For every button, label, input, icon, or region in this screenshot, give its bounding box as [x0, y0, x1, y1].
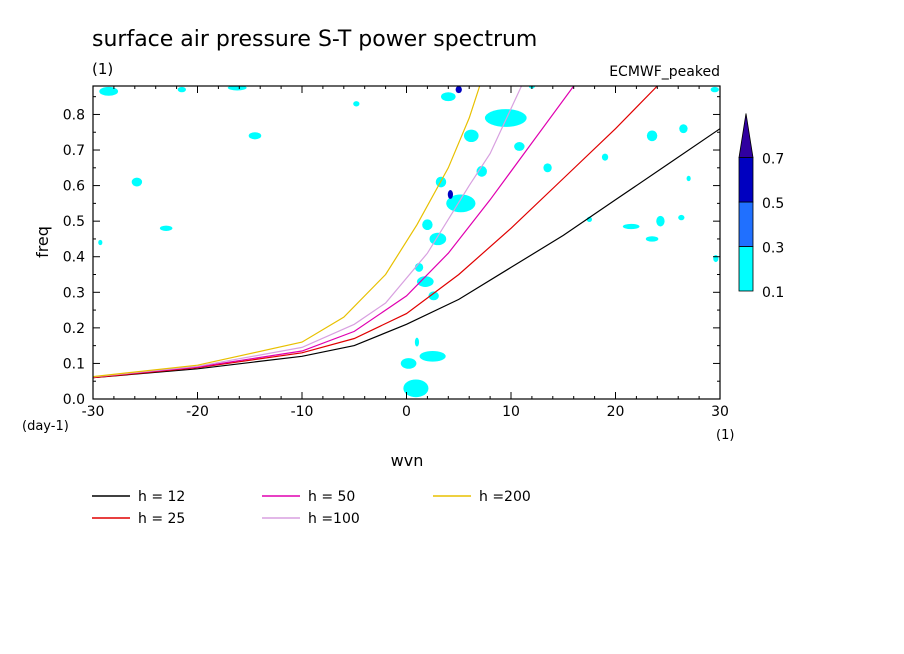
contour-blob	[645, 236, 659, 242]
y-unit-label: (day-1)	[22, 419, 69, 434]
x-tick-label: 20	[607, 404, 625, 420]
contour-fill	[98, 86, 719, 398]
contour-blob	[419, 350, 446, 362]
contour-blob-high	[447, 190, 454, 199]
contour-blob	[131, 177, 143, 187]
x-axis: -30 -20 -10 0 10 20 30	[82, 86, 729, 420]
contour-blob	[159, 225, 173, 231]
legend-label: h =100	[308, 511, 360, 527]
series-line	[93, 86, 575, 378]
x-tick-label: -20	[186, 404, 209, 420]
y-tick-label: 0.0	[63, 392, 85, 408]
contour-blob	[416, 276, 434, 287]
contour-blob	[446, 194, 476, 213]
contour-blob	[514, 142, 525, 151]
contour-blob	[440, 92, 456, 102]
x-tick-label: 10	[502, 404, 520, 420]
colorbar-label: 0.5	[762, 196, 784, 212]
contour-blob	[422, 219, 433, 231]
colorbar: 0.1 0.3 0.5 0.7	[738, 113, 784, 301]
contour-blob	[543, 163, 552, 173]
y-tick-label: 0.1	[63, 356, 85, 372]
contour-blob	[713, 254, 719, 263]
x-tick-label: -10	[291, 404, 314, 420]
x-tick-label: -30	[82, 404, 105, 420]
y-tick-label: 0.6	[63, 179, 85, 195]
dispersion-curves	[93, 86, 720, 379]
legend: h = 12 h = 25 h = 50 h =100 h =200	[92, 489, 531, 527]
contour-blob	[678, 214, 685, 221]
colorbar-label: 0.1	[762, 285, 784, 301]
y-axis-label: freq	[33, 226, 52, 258]
series-line	[93, 128, 720, 379]
contour-blob	[679, 124, 688, 134]
y-tick-label: 0.5	[63, 214, 85, 230]
contour-blob	[428, 291, 439, 301]
contour-blob	[622, 223, 640, 230]
legend-label: h =200	[479, 489, 531, 505]
plot-frame	[92, 85, 721, 400]
contour-blob	[98, 239, 103, 246]
contour-blob	[353, 101, 360, 107]
series-line	[93, 86, 658, 379]
contour-blob-high	[455, 86, 462, 94]
contour-blob	[429, 232, 447, 246]
colorbar-segment	[738, 201, 754, 247]
legend-label: h = 12	[138, 489, 185, 505]
chart-subtitle-right: ECMWF_peaked	[609, 64, 720, 80]
x-unit-label: (1)	[716, 428, 734, 443]
x-tick-label: 30	[711, 404, 729, 420]
contour-blob	[710, 86, 719, 93]
contour-blob	[400, 358, 417, 369]
y-tick-label: 0.8	[63, 107, 85, 123]
contour-blob	[227, 86, 247, 91]
contour-blob	[99, 86, 119, 96]
contour-blob	[463, 129, 479, 143]
chart-title: surface air pressure S-T power spectrum	[92, 27, 537, 52]
colorbar-label: 0.7	[762, 152, 784, 168]
series-line	[93, 86, 523, 378]
y-tick-label: 0.4	[63, 250, 85, 266]
contour-blob	[686, 175, 691, 182]
legend-label: h = 50	[308, 489, 355, 505]
contour-blob	[656, 215, 665, 227]
contour-blob	[646, 130, 658, 142]
x-tick-label: 0	[402, 404, 411, 420]
legend-label: h = 25	[138, 511, 185, 527]
x-axis-label: wvn	[391, 451, 424, 470]
colorbar-arrow	[738, 113, 754, 158]
contour-blob	[414, 337, 420, 347]
colorbar-label: 0.3	[762, 241, 784, 257]
contour-blob	[476, 166, 487, 177]
contour-blob	[248, 132, 262, 140]
y-axis: 0.0 0.1 0.2 0.3 0.4 0.5 0.6 0.7 0.8	[63, 96, 720, 408]
y-tick-label: 0.7	[63, 143, 85, 159]
contour-blob	[403, 379, 429, 398]
colorbar-segment	[738, 157, 754, 203]
contour-blob	[601, 153, 609, 161]
colorbar-segment	[738, 246, 754, 292]
y-tick-label: 0.2	[63, 321, 85, 337]
y-tick-label: 0.3	[63, 285, 85, 301]
contour-blob	[177, 86, 187, 93]
chart-subtitle-left: (1)	[92, 60, 113, 78]
series-line	[93, 86, 481, 378]
contour-blob	[484, 109, 527, 127]
